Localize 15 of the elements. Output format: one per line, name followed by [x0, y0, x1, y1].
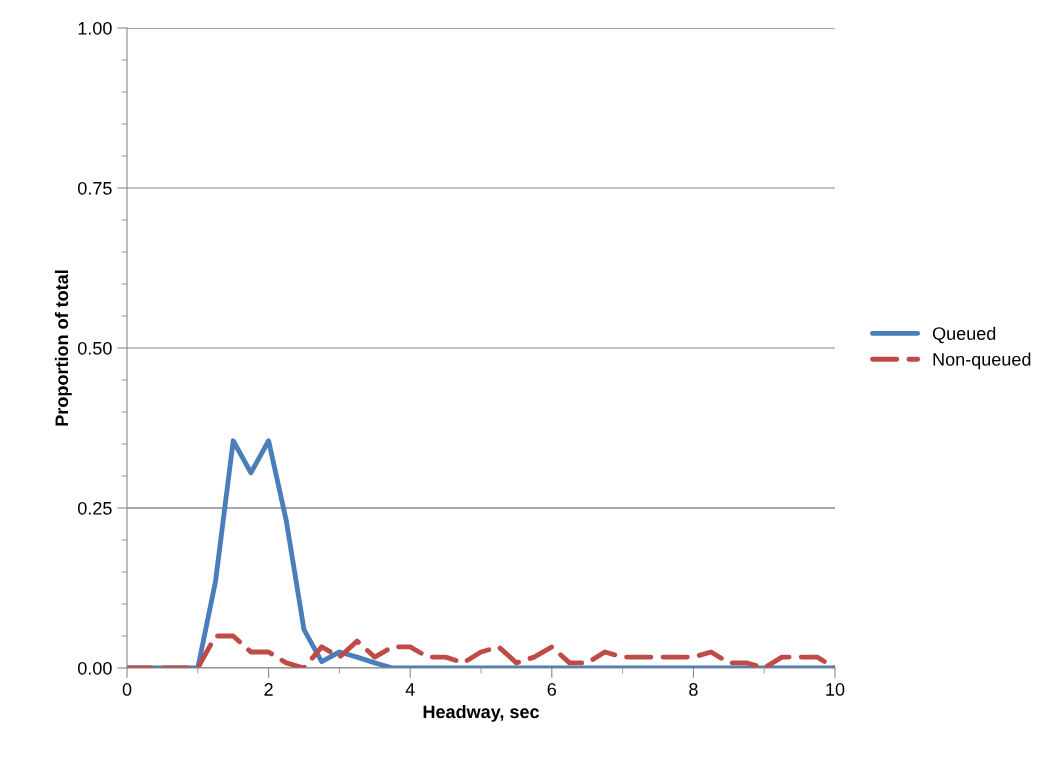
y-tick-label: 0.50	[77, 341, 112, 355]
y-axis-title: Proportion of total	[54, 270, 72, 426]
y-tick-label: 0.75	[77, 181, 112, 195]
x-tick-label: 0	[122, 683, 132, 696]
legend-label: Queued	[932, 326, 996, 344]
y-tick-label: 0.25	[77, 501, 112, 515]
x-tick-label: 4	[405, 683, 415, 696]
x-tick-label: 10	[826, 683, 845, 696]
y-tick-label: 1.00	[78, 21, 112, 35]
legend-label: Non-queued	[933, 352, 1031, 370]
x-tick-label: 6	[547, 683, 557, 696]
x-axis-title: Headway, sec	[423, 704, 540, 722]
y-tick-label: 0.00	[77, 661, 112, 675]
x-tick-label: 8	[689, 683, 698, 696]
x-tick-label: 2	[264, 683, 273, 696]
